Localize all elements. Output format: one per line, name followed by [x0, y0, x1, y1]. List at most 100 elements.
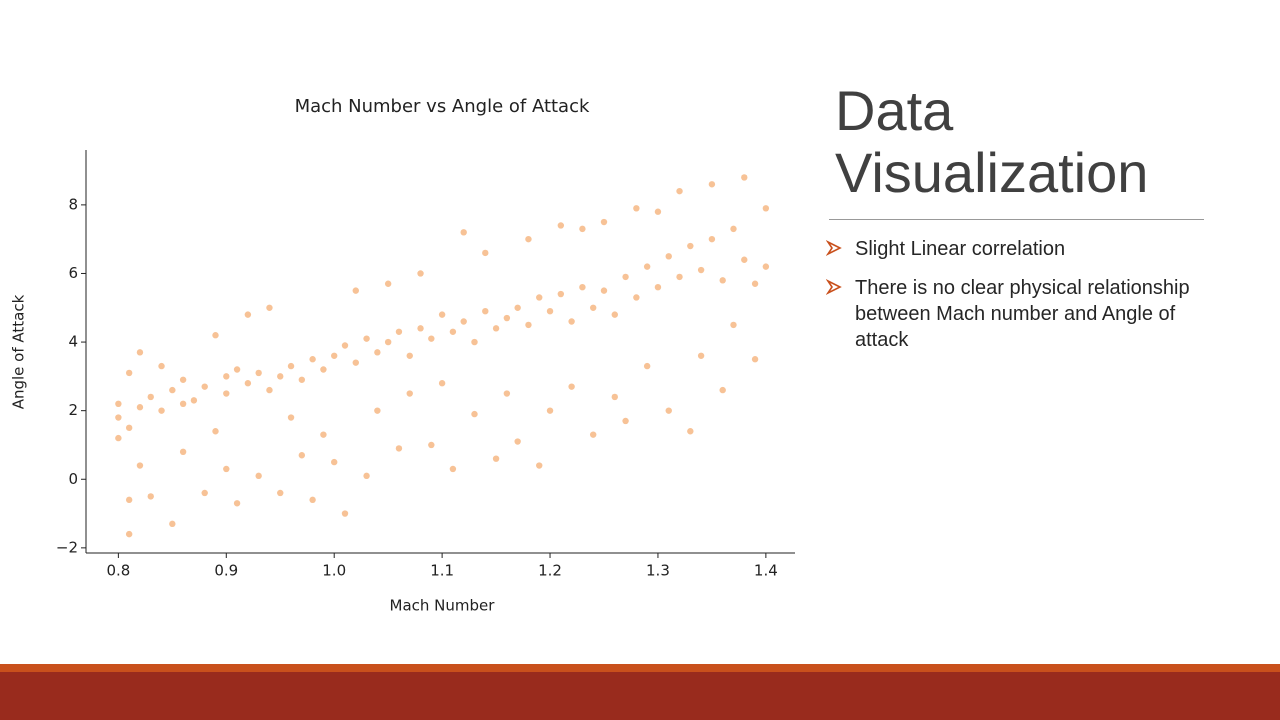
- point: [708, 181, 716, 188]
- bullet: There is no clear physical relationship …: [855, 277, 1190, 351]
- point: [687, 428, 694, 435]
- point: [115, 414, 122, 421]
- point: [503, 314, 511, 322]
- point: [665, 253, 672, 260]
- point: [438, 311, 446, 318]
- point: [341, 510, 349, 517]
- point: [762, 263, 770, 270]
- point: [223, 373, 230, 380]
- point: [277, 373, 284, 380]
- point: [136, 404, 144, 411]
- point: [492, 325, 500, 332]
- point: [622, 273, 629, 281]
- point: [277, 489, 284, 497]
- point: [633, 294, 640, 301]
- point: [611, 393, 618, 401]
- point: [525, 235, 532, 243]
- point: [255, 472, 262, 480]
- point: [125, 424, 133, 432]
- point: [255, 369, 262, 377]
- point: [363, 472, 370, 480]
- point: [384, 338, 392, 346]
- point: [622, 417, 629, 425]
- point: [244, 380, 252, 387]
- point: [751, 280, 759, 287]
- point: [568, 318, 575, 325]
- point: [471, 410, 478, 418]
- point: [546, 308, 554, 315]
- x-tick-label: 0.8: [106, 562, 130, 580]
- x-axis-label: Mach Number: [390, 597, 496, 615]
- point: [503, 390, 511, 397]
- point: [125, 369, 133, 377]
- point: [352, 359, 359, 366]
- point: [158, 362, 165, 370]
- point: [331, 352, 338, 359]
- point: [320, 366, 327, 373]
- point: [730, 225, 737, 233]
- slide-title: Data Visualization: [835, 79, 1149, 204]
- point: [654, 283, 662, 291]
- point: [471, 338, 478, 346]
- point: [449, 465, 457, 473]
- point: [395, 328, 403, 335]
- point: [244, 311, 252, 318]
- y-tick-label: −2: [56, 538, 78, 556]
- point: [125, 496, 133, 504]
- y-tick-label: 6: [68, 264, 78, 282]
- point: [125, 530, 133, 538]
- point: [643, 362, 651, 370]
- point: [266, 386, 273, 394]
- point: [212, 428, 219, 435]
- point: [352, 287, 359, 294]
- point: [741, 174, 748, 181]
- point: [363, 335, 370, 342]
- point: [697, 266, 705, 274]
- point: [158, 407, 165, 414]
- x-tick-label: 1.3: [646, 562, 670, 580]
- point: [514, 304, 521, 311]
- point: [201, 489, 208, 497]
- point: [147, 493, 154, 500]
- point: [557, 290, 565, 298]
- y-tick-label: 0: [68, 470, 78, 488]
- point: [611, 311, 618, 318]
- point: [428, 335, 435, 342]
- point: [665, 407, 672, 414]
- point: [298, 376, 306, 383]
- point: [147, 393, 154, 401]
- point: [579, 225, 586, 233]
- point: [579, 283, 586, 291]
- point: [179, 448, 187, 456]
- point: [751, 356, 759, 363]
- point: [179, 400, 187, 408]
- point: [697, 352, 705, 359]
- point: [557, 222, 565, 229]
- point: [536, 294, 543, 301]
- point: [266, 304, 273, 311]
- point: [115, 434, 122, 442]
- point: [536, 462, 543, 469]
- point: [525, 321, 532, 329]
- point: [417, 325, 424, 332]
- point: [169, 520, 176, 528]
- point: [676, 187, 683, 195]
- point: [331, 458, 338, 466]
- x-tick-label: 1.4: [754, 562, 778, 580]
- point: [406, 352, 413, 359]
- point: [676, 273, 683, 281]
- y-tick-label: 8: [68, 195, 78, 213]
- point: [233, 366, 241, 373]
- chart-title: Mach Number vs Angle of Attack: [295, 96, 590, 117]
- point: [600, 218, 608, 226]
- point: [223, 465, 230, 473]
- point: [589, 431, 597, 438]
- point: [719, 277, 726, 284]
- point: [741, 256, 748, 263]
- point: [492, 455, 500, 462]
- point: [460, 318, 467, 325]
- point: [449, 328, 457, 335]
- point: [482, 249, 489, 257]
- point: [730, 321, 737, 329]
- y-tick-label: 2: [68, 401, 78, 419]
